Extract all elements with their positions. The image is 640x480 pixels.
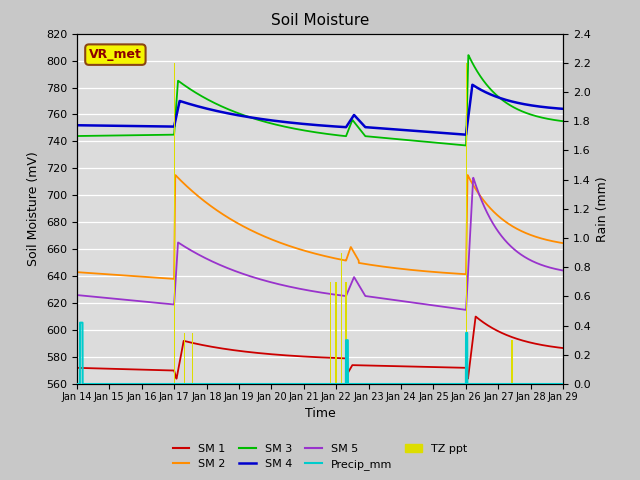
Line: SM 5: SM 5 xyxy=(77,178,563,310)
SM 4 xyxy=(498,96,506,101)
SM 3 xyxy=(157,132,165,138)
SM 4 xyxy=(559,106,567,112)
SM 3 xyxy=(498,96,506,102)
SM 4 xyxy=(73,122,81,128)
SM 1 xyxy=(73,365,81,371)
SM 4 xyxy=(468,82,476,88)
SM 1 xyxy=(260,351,268,357)
Precip_mm xyxy=(157,381,165,387)
SM 2 xyxy=(157,275,165,281)
SM 4 xyxy=(259,117,267,122)
SM 2 xyxy=(260,233,268,239)
SM 2 xyxy=(170,276,178,282)
SM 4 xyxy=(550,105,558,111)
SM 3 xyxy=(73,133,81,139)
SM 3 xyxy=(465,52,472,58)
Precip_mm xyxy=(76,320,84,325)
SM 1 xyxy=(157,367,165,373)
SM 1 xyxy=(173,376,180,382)
Text: VR_met: VR_met xyxy=(89,48,142,61)
Legend: SM 1, SM 2, SM 3, SM 4, SM 5, Precip_mm, TZ ppt: SM 1, SM 2, SM 3, SM 4, SM 5, Precip_mm,… xyxy=(168,439,472,474)
Line: Precip_mm: Precip_mm xyxy=(77,323,563,384)
Precip_mm xyxy=(281,381,289,387)
Line: SM 4: SM 4 xyxy=(77,85,563,135)
Precip_mm xyxy=(129,381,136,387)
SM 5 xyxy=(469,175,477,180)
SM 1 xyxy=(472,314,479,320)
SM 1 xyxy=(559,345,567,351)
SM 4 xyxy=(462,132,470,138)
SM 4 xyxy=(157,123,165,129)
Y-axis label: Soil Moisture (mV): Soil Moisture (mV) xyxy=(28,151,40,266)
SM 5 xyxy=(498,233,506,239)
SM 2 xyxy=(498,216,506,222)
SM 5 xyxy=(280,283,288,288)
Precip_mm xyxy=(73,381,81,387)
SM 5 xyxy=(259,277,267,283)
SM 2 xyxy=(129,273,136,279)
Line: SM 1: SM 1 xyxy=(77,317,563,379)
SM 5 xyxy=(462,307,470,313)
SM 5 xyxy=(73,292,81,298)
SM 1 xyxy=(129,367,136,372)
SM 4 xyxy=(280,119,288,125)
Precip_mm xyxy=(497,381,505,387)
SM 1 xyxy=(498,330,506,336)
SM 3 xyxy=(280,124,288,130)
SM 5 xyxy=(157,300,165,306)
SM 2 xyxy=(73,269,81,275)
SM 2 xyxy=(281,241,289,247)
SM 2 xyxy=(559,240,567,246)
SM 5 xyxy=(550,266,558,272)
SM 3 xyxy=(129,132,136,138)
SM 1 xyxy=(281,352,289,358)
Precip_mm xyxy=(559,381,567,387)
Precip_mm xyxy=(550,381,557,387)
Line: SM 3: SM 3 xyxy=(77,55,563,145)
Y-axis label: Rain (mm): Rain (mm) xyxy=(596,176,609,241)
SM 3 xyxy=(550,117,558,123)
SM 2 xyxy=(550,239,558,244)
SM 3 xyxy=(559,119,567,124)
X-axis label: Time: Time xyxy=(305,407,335,420)
SM 5 xyxy=(559,268,567,274)
Line: SM 2: SM 2 xyxy=(77,175,563,279)
SM 1 xyxy=(550,344,558,350)
SM 4 xyxy=(129,123,136,129)
SM 3 xyxy=(462,143,470,148)
SM 5 xyxy=(129,298,136,303)
Precip_mm xyxy=(260,381,268,387)
SM 3 xyxy=(259,119,267,124)
Title: Soil Moisture: Soil Moisture xyxy=(271,13,369,28)
SM 2 xyxy=(172,172,179,178)
